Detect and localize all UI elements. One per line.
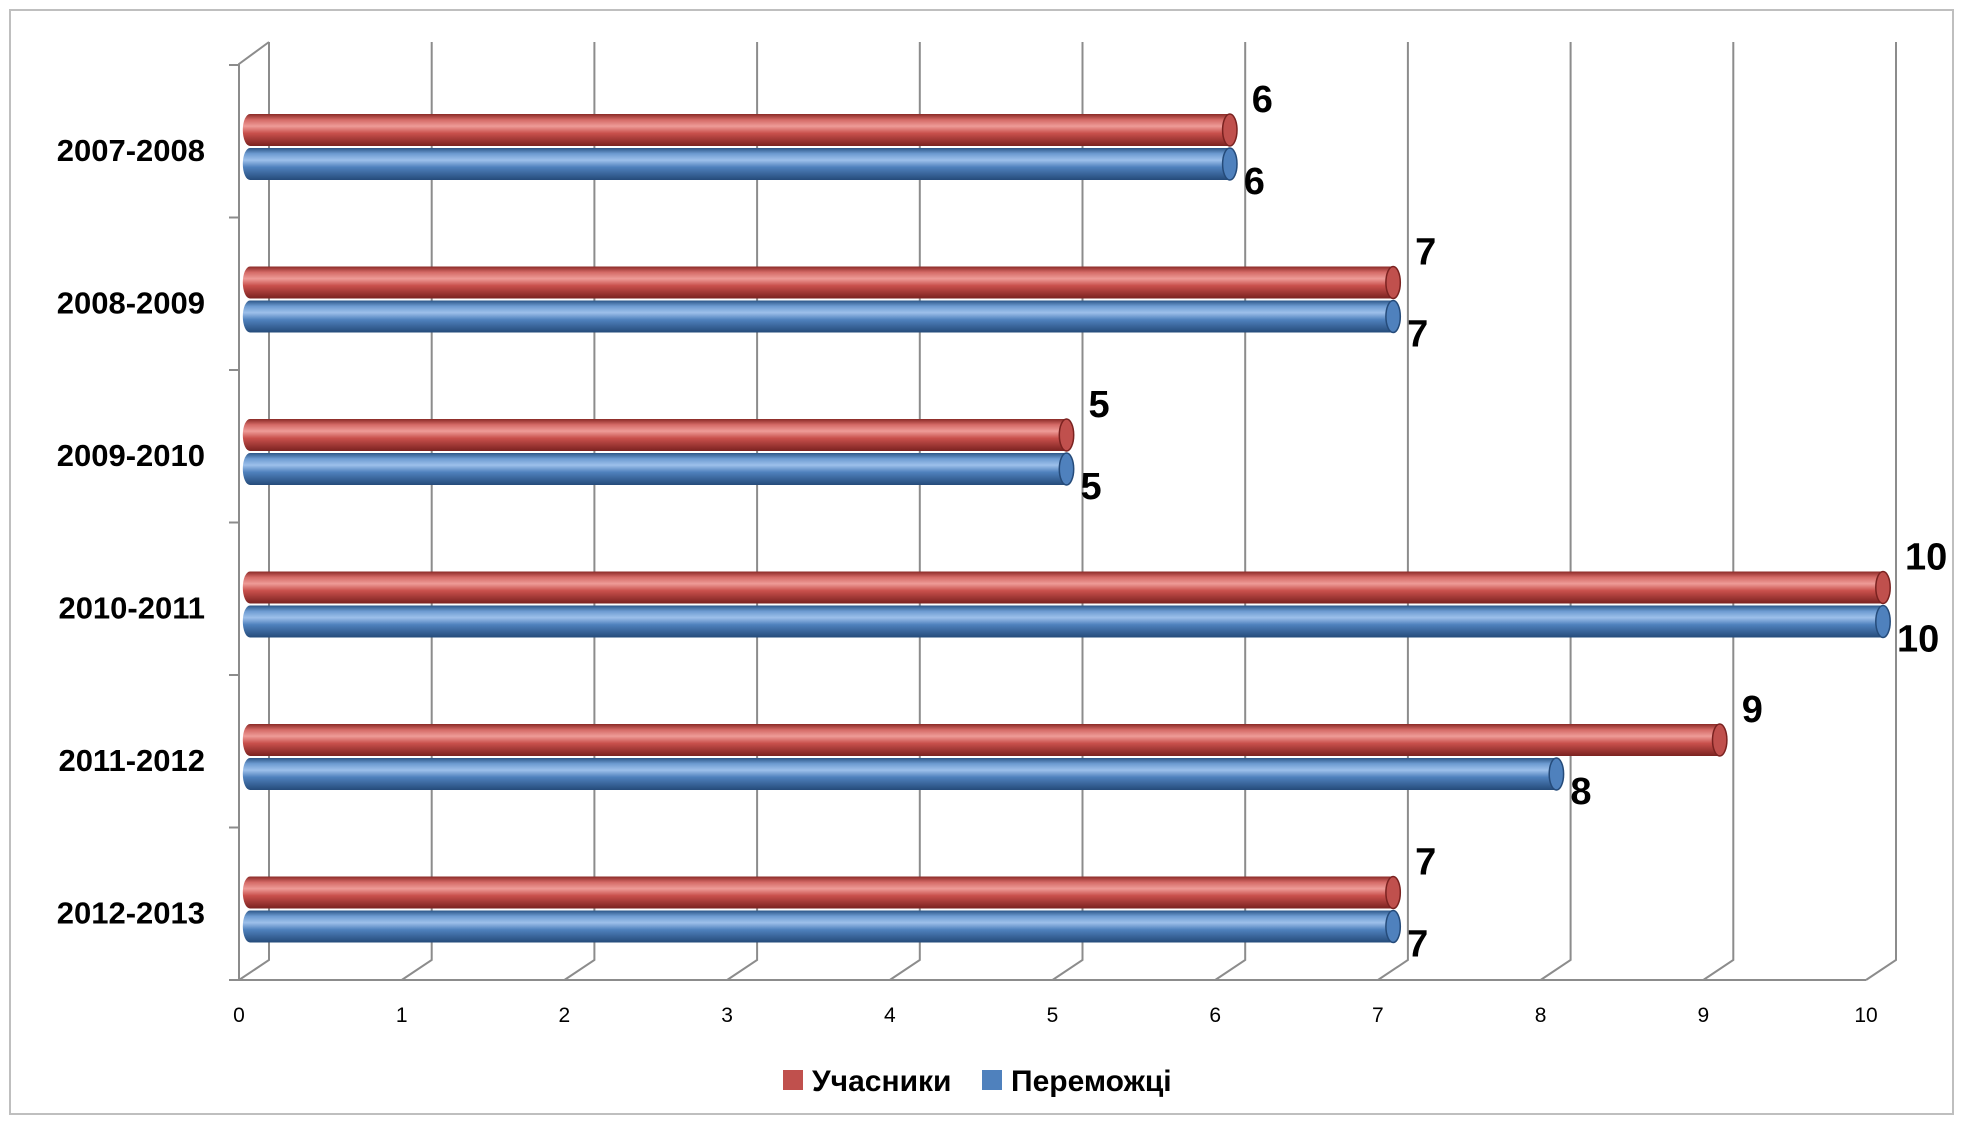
x-tick-label-5: 5 (1047, 1004, 1059, 1027)
bar-cap-participants-2011-2012 (1713, 724, 1727, 756)
y-category-label-2008-2009: 2008-2009 (57, 286, 205, 321)
data-label-winners-2007-2008: 6 (1244, 161, 1265, 203)
x-tick-label-3: 3 (721, 1004, 733, 1027)
data-label-winners-2011-2012: 8 (1570, 771, 1591, 813)
bar-cap-participants-2009-2010 (1059, 419, 1073, 451)
x-tick-label-10: 10 (1854, 1004, 1877, 1027)
legend-swatch-winners (982, 1070, 1002, 1090)
bar-winners-2010-2011 (243, 606, 1890, 638)
y-category-label-2011-2012: 2011-2012 (58, 743, 205, 778)
bar-cap-winners-2011-2012 (1549, 758, 1563, 790)
bar-cap-winners-2008-2009 (1386, 301, 1400, 333)
legend-swatch-participants (783, 1070, 803, 1090)
bar-winners-2011-2012 (243, 758, 1564, 790)
bar-winners-2008-2009 (243, 301, 1400, 333)
x-tick-label-1: 1 (396, 1004, 408, 1027)
data-label-winners-2008-2009: 7 (1407, 314, 1428, 356)
bar-participants-2007-2008 (243, 114, 1237, 146)
x-tick-label-2: 2 (559, 1004, 571, 1027)
x-tick-label-6: 6 (1209, 1004, 1221, 1027)
y-category-label-2009-2010: 2009-2010 (57, 438, 205, 473)
bar-winners-2007-2008 (243, 148, 1237, 180)
legend-label-participants: Учасники (812, 1065, 951, 1098)
bar-participants-2011-2012 (243, 724, 1727, 756)
data-label-participants-2011-2012: 9 (1742, 689, 1763, 731)
x-tick-label-7: 7 (1372, 1004, 1384, 1027)
bar-participants-2008-2009 (243, 267, 1400, 299)
data-label-participants-2009-2010: 5 (1089, 384, 1110, 426)
bar-winners-2009-2010 (243, 453, 1074, 485)
bar-cap-participants-2010-2011 (1876, 572, 1890, 604)
bar-participants-2012-2013 (243, 877, 1400, 909)
bar-cap-winners-2012-2013 (1386, 911, 1400, 943)
bar-cap-winners-2010-2011 (1876, 606, 1890, 638)
legend-label-winners: Переможці (1011, 1065, 1172, 1098)
data-label-winners-2009-2010: 5 (1081, 466, 1102, 508)
x-tick-label-9: 9 (1697, 1004, 1709, 1027)
bar-cap-participants-2012-2013 (1386, 877, 1400, 909)
data-label-participants-2012-2013: 7 (1415, 842, 1436, 884)
data-label-winners-2010-2011: 10 (1897, 619, 1939, 661)
data-label-participants-2010-2011: 10 (1905, 537, 1947, 579)
bar-cap-participants-2008-2009 (1386, 267, 1400, 299)
y-category-label-2007-2008: 2007-2008 (57, 133, 205, 168)
data-label-participants-2008-2009: 7 (1415, 232, 1436, 274)
data-label-winners-2012-2013: 7 (1407, 924, 1428, 966)
y-category-label-2012-2013: 2012-2013 (57, 896, 205, 931)
bar-participants-2009-2010 (243, 419, 1074, 451)
y-category-label-2010-2011: 2010-2011 (58, 591, 205, 626)
bar-participants-2010-2011 (243, 572, 1890, 604)
bar-cap-participants-2007-2008 (1223, 114, 1237, 146)
bar-winners-2012-2013 (243, 911, 1400, 943)
bar-cap-winners-2009-2010 (1059, 453, 1073, 485)
x-tick-label-4: 4 (884, 1004, 896, 1027)
x-tick-label-0: 0 (233, 1004, 245, 1027)
bar-cap-winners-2007-2008 (1223, 148, 1237, 180)
data-label-participants-2007-2008: 6 (1252, 79, 1273, 121)
x-tick-label-8: 8 (1535, 1004, 1547, 1027)
